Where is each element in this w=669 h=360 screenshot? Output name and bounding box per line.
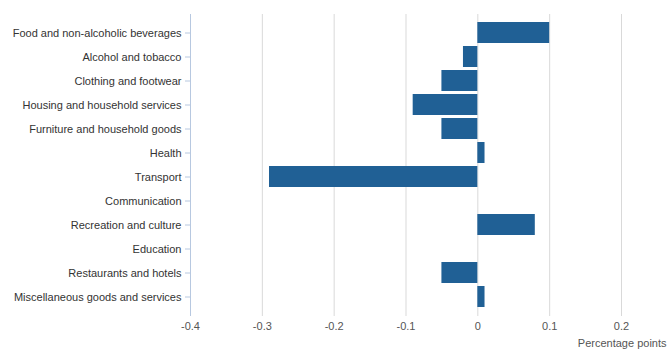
svg-text:Education: Education (133, 243, 182, 255)
svg-text:Housing and household services: Housing and household services (23, 99, 182, 111)
svg-text:Furniture and household goods: Furniture and household goods (29, 123, 182, 135)
svg-text:Communication: Communication (105, 195, 181, 207)
svg-text:Health: Health (150, 147, 182, 159)
svg-text:-0.4: -0.4 (181, 320, 200, 332)
svg-text:Percentage points: Percentage points (578, 337, 667, 349)
svg-text:0.1: 0.1 (542, 320, 557, 332)
svg-text:Transport: Transport (135, 171, 182, 183)
svg-text:-0.2: -0.2 (325, 320, 344, 332)
svg-text:0: 0 (475, 320, 481, 332)
svg-text:Recreation and culture: Recreation and culture (71, 219, 182, 231)
svg-text:Clothing and footwear: Clothing and footwear (74, 75, 181, 87)
svg-text:0.2: 0.2 (614, 320, 629, 332)
svg-text:Alcohol and tobacco: Alcohol and tobacco (82, 51, 181, 63)
svg-text:Restaurants and hotels: Restaurants and hotels (68, 267, 182, 279)
svg-text:Miscellaneous goods and servic: Miscellaneous goods and services (14, 291, 182, 303)
svg-text:Food and non-alcoholic beverag: Food and non-alcoholic beverages (13, 27, 182, 39)
svg-text:-0.1: -0.1 (397, 320, 416, 332)
svg-text:-0.3: -0.3 (253, 320, 272, 332)
